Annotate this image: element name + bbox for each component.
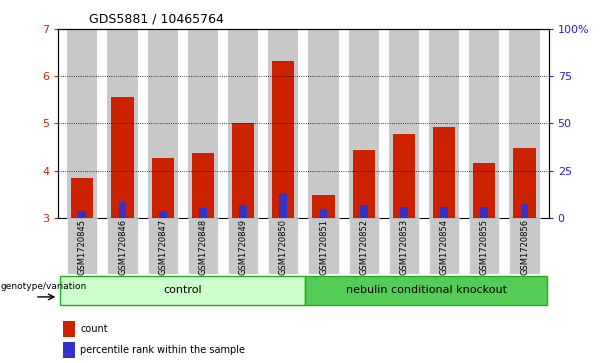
- Bar: [509, 218, 539, 274]
- Text: percentile rank within the sample: percentile rank within the sample: [80, 345, 245, 355]
- Bar: [63, 321, 75, 337]
- Bar: [188, 29, 218, 218]
- Bar: [352, 150, 375, 218]
- Bar: [112, 97, 134, 218]
- Text: GSM1720854: GSM1720854: [440, 219, 449, 275]
- Bar: [239, 205, 247, 218]
- Bar: [107, 218, 138, 274]
- Bar: [509, 29, 539, 218]
- Bar: [440, 207, 448, 218]
- Bar: [481, 207, 488, 218]
- Bar: [272, 61, 294, 218]
- Bar: [78, 211, 86, 218]
- Bar: [71, 178, 93, 218]
- Bar: [148, 29, 178, 218]
- Text: GSM1720849: GSM1720849: [238, 219, 248, 275]
- Bar: [228, 29, 258, 218]
- Text: GSM1720855: GSM1720855: [480, 219, 489, 275]
- Bar: [192, 153, 214, 218]
- Bar: [520, 204, 528, 218]
- Bar: [389, 218, 419, 274]
- Bar: [60, 276, 305, 305]
- Text: GSM1720845: GSM1720845: [78, 219, 87, 275]
- Bar: [400, 207, 408, 218]
- Bar: [319, 209, 327, 218]
- Bar: [433, 127, 455, 218]
- Text: GSM1720850: GSM1720850: [279, 219, 288, 275]
- Bar: [360, 205, 368, 218]
- Bar: [473, 163, 495, 218]
- Bar: [148, 218, 178, 274]
- Bar: [469, 218, 500, 274]
- Text: GSM1720856: GSM1720856: [520, 219, 529, 275]
- Text: nebulin conditional knockout: nebulin conditional knockout: [346, 285, 506, 295]
- Bar: [188, 218, 218, 274]
- Bar: [280, 193, 287, 218]
- Bar: [268, 29, 299, 218]
- Bar: [308, 29, 338, 218]
- Bar: [268, 218, 299, 274]
- Bar: [305, 276, 547, 305]
- Bar: [199, 208, 207, 218]
- Bar: [393, 134, 415, 218]
- Bar: [151, 158, 174, 218]
- Bar: [429, 29, 459, 218]
- Text: control: control: [164, 285, 202, 295]
- Text: genotype/variation: genotype/variation: [1, 282, 87, 291]
- Text: GSM1720848: GSM1720848: [199, 219, 207, 275]
- Bar: [313, 195, 335, 218]
- Bar: [67, 218, 97, 274]
- Bar: [429, 218, 459, 274]
- Text: GSM1720852: GSM1720852: [359, 219, 368, 275]
- Text: GSM1720847: GSM1720847: [158, 219, 167, 275]
- Bar: [469, 29, 500, 218]
- Text: GDS5881 / 10465764: GDS5881 / 10465764: [89, 12, 224, 25]
- Bar: [349, 29, 379, 218]
- Bar: [107, 29, 138, 218]
- Text: GSM1720853: GSM1720853: [400, 219, 408, 275]
- Text: GSM1720846: GSM1720846: [118, 219, 127, 275]
- Bar: [63, 342, 75, 358]
- Bar: [67, 29, 97, 218]
- Bar: [308, 218, 338, 274]
- Text: count: count: [80, 324, 108, 334]
- Bar: [119, 202, 126, 218]
- Bar: [232, 123, 254, 218]
- Bar: [349, 218, 379, 274]
- Bar: [228, 218, 258, 274]
- Text: GSM1720851: GSM1720851: [319, 219, 328, 275]
- Bar: [514, 148, 536, 218]
- Bar: [389, 29, 419, 218]
- Bar: [159, 211, 167, 218]
